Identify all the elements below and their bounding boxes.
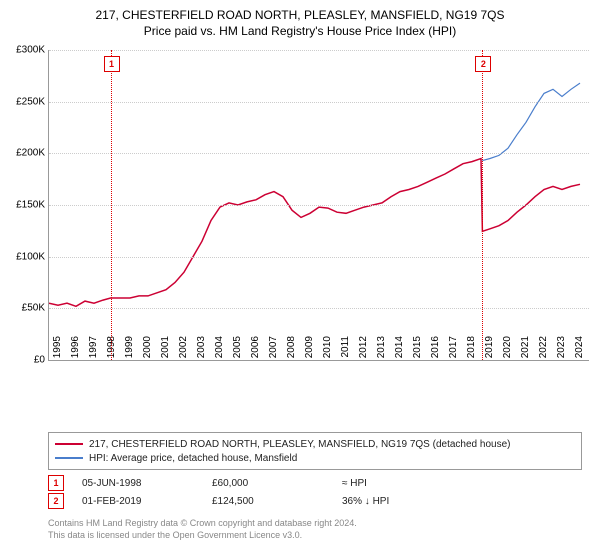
x-axis-label: 2017 (448, 336, 459, 366)
event-marker-badge: 2 (475, 56, 491, 72)
x-axis-label: 2011 (340, 336, 351, 366)
event-marker-line (482, 50, 483, 360)
gridline-h (49, 257, 589, 258)
x-axis-label: 2016 (430, 336, 441, 366)
chart-area: £0£50K£100K£150K£200K£250K£300K199519961… (48, 50, 588, 400)
event-marker-line (111, 50, 112, 360)
transaction-date: 05-JUN-1998 (82, 478, 212, 489)
x-axis-label: 2001 (160, 336, 171, 366)
transaction-date: 01-FEB-2019 (82, 496, 212, 507)
y-axis-label: £0 (5, 355, 45, 366)
transaction-marker: 2 (48, 493, 64, 509)
footer-line2: This data is licensed under the Open Gov… (48, 530, 357, 542)
chart-title-main: 217, CHESTERFIELD ROAD NORTH, PLEASLEY, … (0, 0, 600, 22)
x-axis-label: 1995 (52, 336, 63, 366)
transaction-price: £124,500 (212, 496, 342, 507)
series-price_paid (49, 159, 580, 307)
x-axis-label: 2004 (214, 336, 225, 366)
x-axis-label: 2010 (322, 336, 333, 366)
y-axis-label: £150K (5, 200, 45, 211)
event-marker-badge: 1 (104, 56, 120, 72)
x-axis-label: 2009 (304, 336, 315, 366)
gridline-h (49, 308, 589, 309)
legend-label: 217, CHESTERFIELD ROAD NORTH, PLEASLEY, … (89, 439, 510, 450)
legend-swatch (55, 457, 83, 459)
x-axis-label: 2008 (286, 336, 297, 366)
x-axis-label: 2019 (484, 336, 495, 366)
x-axis-label: 2024 (574, 336, 585, 366)
x-axis-label: 2000 (142, 336, 153, 366)
gridline-h (49, 205, 589, 206)
x-axis-label: 1996 (70, 336, 81, 366)
gridline-h (49, 153, 589, 154)
plot-region: £0£50K£100K£150K£200K£250K£300K199519961… (48, 50, 589, 361)
x-axis-label: 2005 (232, 336, 243, 366)
transaction-change: ≈ HPI (342, 478, 367, 489)
legend-row: 217, CHESTERFIELD ROAD NORTH, PLEASLEY, … (55, 437, 575, 451)
x-axis-label: 2020 (502, 336, 513, 366)
series-hpi (482, 83, 580, 161)
x-axis-label: 2022 (538, 336, 549, 366)
x-axis-label: 2006 (250, 336, 261, 366)
gridline-h (49, 102, 589, 103)
transaction-table: 1 05-JUN-1998£60,000≈ HPI 2 01-FEB-2019£124… (48, 474, 582, 510)
x-axis-label: 2007 (268, 336, 279, 366)
legend-swatch (55, 443, 83, 445)
x-axis-label: 2021 (520, 336, 531, 366)
x-axis-label: 2015 (412, 336, 423, 366)
legend-row: HPI: Average price, detached house, Mans… (55, 451, 575, 465)
transaction-price: £60,000 (212, 478, 342, 489)
x-axis-label: 2003 (196, 336, 207, 366)
x-axis-label: 2023 (556, 336, 567, 366)
y-axis-label: £300K (5, 45, 45, 56)
x-axis-label: 1997 (88, 336, 99, 366)
x-axis-label: 2018 (466, 336, 477, 366)
x-axis-label: 2002 (178, 336, 189, 366)
transaction-marker: 1 (48, 475, 64, 491)
gridline-h (49, 50, 589, 51)
x-axis-label: 1999 (124, 336, 135, 366)
x-axis-label: 2012 (358, 336, 369, 366)
x-axis-label: 2014 (394, 336, 405, 366)
y-axis-label: £100K (5, 251, 45, 262)
y-axis-label: £250K (5, 96, 45, 107)
transaction-row: 2 01-FEB-2019£124,50036% ↓ HPI (48, 492, 582, 510)
transaction-row: 1 05-JUN-1998£60,000≈ HPI (48, 474, 582, 492)
legend-label: HPI: Average price, detached house, Mans… (89, 453, 297, 464)
y-axis-label: £200K (5, 148, 45, 159)
transaction-change: 36% ↓ HPI (342, 496, 389, 507)
legend-box: 217, CHESTERFIELD ROAD NORTH, PLEASLEY, … (48, 432, 582, 470)
chart-title-sub: Price paid vs. HM Land Registry's House … (0, 22, 600, 38)
footer-line1: Contains HM Land Registry data © Crown c… (48, 518, 357, 530)
x-axis-label: 2013 (376, 336, 387, 366)
footer-attribution: Contains HM Land Registry data © Crown c… (48, 518, 357, 541)
y-axis-label: £50K (5, 303, 45, 314)
